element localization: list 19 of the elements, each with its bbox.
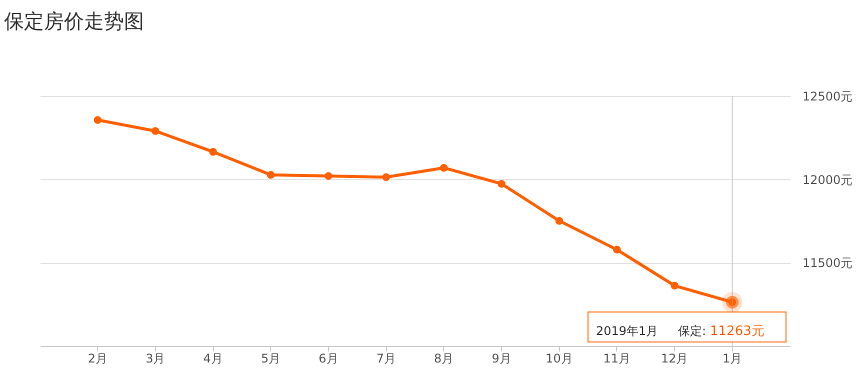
y-tick-label: 11500元 — [802, 256, 853, 270]
annotation: 保定: — [678, 324, 706, 338]
y-tick-label: 12000元 — [802, 172, 853, 187]
x-tick-label: 10月 — [546, 352, 573, 366]
x-tick-label: 11月 — [603, 352, 631, 366]
x-tick-label: 5月 — [260, 352, 281, 366]
data-label: 11263元 — [710, 324, 764, 339]
annotation: 2019年1月 — [596, 324, 658, 338]
x-tick-label: 1月 — [722, 352, 742, 366]
y-tick-label: 12500元 — [802, 90, 853, 104]
x-tick-label: 7月 — [376, 352, 396, 366]
chart-title: 保定房价走势图 — [4, 8, 144, 35]
x-tick-label: 6月 — [318, 352, 338, 366]
x-tick-label: 12月 — [660, 352, 688, 366]
x-tick-label: 2月 — [88, 352, 108, 366]
x-tick-label: 9月 — [492, 352, 512, 366]
x-tick-label: 3月 — [146, 352, 166, 366]
x-tick-label: 4月 — [203, 352, 223, 366]
x-tick-label: 8月 — [434, 352, 454, 366]
